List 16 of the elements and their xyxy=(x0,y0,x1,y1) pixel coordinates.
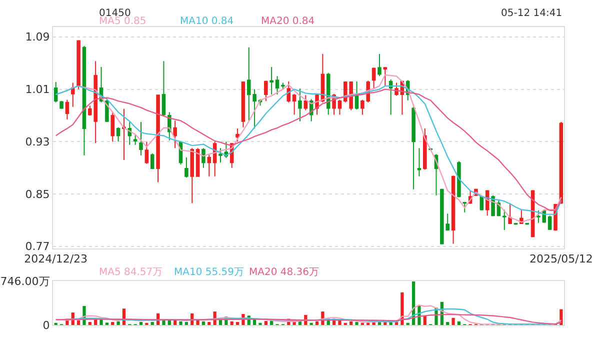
y-tick-label: 746.00万 xyxy=(0,275,50,288)
y-tick-label: 0.77 xyxy=(25,240,50,254)
text: MA20 0.84 xyxy=(261,16,315,27)
x-tick-label: 2024/12/23 xyxy=(24,252,88,266)
x-tick-label: 2025/05/12 xyxy=(529,252,593,266)
text: MA10 0.84 xyxy=(180,16,234,27)
y-tick-label: 1.09 xyxy=(25,30,50,44)
text: MA5 84.57万 xyxy=(99,267,163,278)
y-tick-label: 0 xyxy=(42,318,50,332)
text: MA5 0.85 xyxy=(99,16,146,27)
text: 05-12 14:41 xyxy=(501,8,562,19)
y-tick-label: 0.93 xyxy=(25,135,50,148)
text: MA10 55.59万 xyxy=(174,267,244,278)
y-tick-label: 1.01 xyxy=(25,83,50,96)
y-tick-label: 0.85 xyxy=(25,188,50,201)
text: MA20 48.36万 xyxy=(249,267,319,278)
